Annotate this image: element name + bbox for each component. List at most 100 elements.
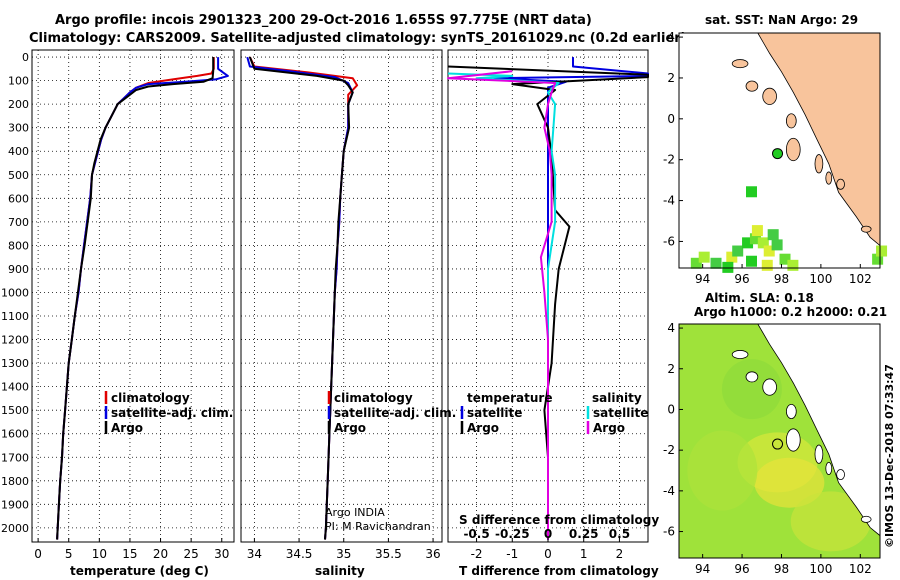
x-tick-label: -1: [506, 547, 518, 561]
x-tick-label: 30: [214, 547, 229, 561]
depth-tick-label: 1800: [1, 475, 29, 488]
temperature-plot-frame: [31, 49, 235, 543]
sst-data-cell: [872, 253, 884, 265]
sst-data-cell: [726, 251, 738, 263]
difference-xlabel: T difference from climatology: [459, 564, 659, 578]
difference-xticks: -2 -1 0 1 2: [471, 538, 624, 561]
sla-map-frame: [678, 323, 881, 559]
x-tick-label: -2: [471, 547, 483, 561]
sst-data-cell: [749, 233, 761, 245]
sal-legend-satellite-label: satellite-adj. clim.: [334, 406, 456, 420]
x-tick-label: 15: [122, 547, 137, 561]
depth-tick-label: 700: [8, 216, 29, 229]
offshore-island: [745, 80, 759, 92]
legend-temperature-title: temperature: [467, 391, 552, 405]
top-x-tick-label: -0.5: [463, 527, 489, 541]
depth-tick-label: 1500: [1, 404, 29, 417]
depth-axis: 0 100 200 300 400 500 600 700 800 900 1000 1100 1200…: [1, 51, 29, 535]
sst-map-panel: sat. SST: NaN Argo: 29 94 96 98 100 102 4 2 0 -2…: [663, 13, 888, 286]
temperature-series: [56, 57, 229, 540]
sla-argo-position-marker: [772, 438, 784, 450]
sst-data-cell: [787, 259, 799, 271]
map-y-tick-label: 4: [667, 321, 675, 335]
difference-top-xlabel: S difference from climatology: [459, 513, 659, 527]
salinity-series: [246, 56, 359, 540]
map-x-tick-label: 94: [695, 562, 710, 576]
depth-tick-label: 300: [8, 122, 29, 135]
depth-tick-label: 1200: [1, 334, 29, 347]
sst-map-cells: [690, 186, 888, 273]
sla-map-ticks: 94 96 98 100 102 4 2 0 -2 -4 -6: [663, 321, 872, 576]
temperature-grid: [32, 50, 234, 542]
map-y-tick-label: -2: [663, 153, 675, 167]
sst-data-cell: [722, 261, 734, 273]
sst-data-cell: [746, 255, 757, 267]
diff-legend-s-argo-label: Argo: [593, 421, 625, 435]
sla-map-panel: Altim. SLA: 0.18 Argo h1000: 0.2 h2000: …: [663, 291, 887, 576]
temperature-xlabel: temperature (deg C): [70, 564, 209, 578]
difference-legend: temperature satellite Argo salinity sate…: [460, 391, 648, 435]
map-x-tick-label: 98: [774, 562, 789, 576]
sst-data-cell: [690, 257, 702, 269]
offshore-island: [814, 154, 824, 174]
depth-tick-label: 500: [8, 169, 29, 182]
difference-series: [447, 57, 649, 540]
salinity-xticks: 34 34.5 35 35.5 36: [247, 538, 441, 561]
offshore-island: [731, 59, 749, 69]
depth-tick-label: 200: [8, 98, 29, 111]
sst-data-cell: [746, 186, 757, 198]
offshore-island: [860, 515, 872, 523]
depth-tick-label: 1300: [1, 357, 29, 370]
offshore-island: [745, 371, 759, 383]
legend-salinity-title: salinity: [592, 391, 642, 405]
x-tick-label: 2: [616, 547, 624, 561]
sst-data-cell: [742, 237, 754, 249]
x-tick-label: 5: [65, 547, 73, 561]
temperature-panel: 0 5 10 15 20 25 30 temperature (deg C) climato…: [31, 49, 235, 578]
sal-legend-argo-label: Argo: [334, 421, 366, 435]
series-line-s-satellite: [447, 72, 560, 540]
offshore-island: [825, 461, 833, 475]
temperature-legend: climatology satellite-adj. clim. Argo: [104, 391, 233, 435]
salinity-annotation-line-2: PI: M Ravichandran: [325, 520, 431, 533]
sst-data-cell: [757, 237, 769, 249]
difference-top-xticks: -0.5 -0.25 0 0.25 0.5: [463, 527, 630, 541]
depth-tick-label: 2000: [1, 522, 29, 535]
sla-anomaly-blob: [790, 491, 871, 552]
map-y-tick-label: 2: [667, 362, 675, 376]
legend-climatology-label: climatology: [111, 391, 190, 405]
map-x-tick-label: 100: [809, 272, 832, 286]
top-x-tick-label: -0.25: [495, 527, 530, 541]
map-y-tick-label: -4: [663, 194, 675, 208]
difference-panel: -2 -1 0 1 2 T difference from climatology S …: [447, 49, 659, 578]
salinity-plot-frame: [240, 49, 443, 543]
sst-data-cell: [876, 245, 888, 257]
sst-map-frame: [678, 32, 881, 269]
map-y-tick-label: 2: [667, 71, 675, 85]
map-x-tick-label: 98: [774, 272, 789, 286]
map-y-tick-label: -2: [663, 443, 675, 457]
map-x-tick-label: 94: [695, 272, 710, 286]
x-tick-label: 0: [544, 547, 552, 561]
offshore-island: [785, 428, 801, 452]
legend-argo-label: Argo: [111, 421, 143, 435]
diff-legend-t-satellite-label: satellite: [467, 406, 522, 420]
credit-text: ©IMOS 13-Dec-2018 07:33:47: [883, 364, 896, 548]
offshore-island: [762, 87, 777, 105]
map-y-tick-label: -4: [663, 484, 675, 498]
sla-map-land: [731, 323, 881, 537]
x-tick-label: 35: [336, 547, 351, 561]
sal-legend-climatology-label: climatology: [334, 391, 413, 405]
map-y-tick-label: 0: [667, 402, 675, 416]
offshore-island: [825, 171, 833, 185]
map-y-tick-label: 4: [667, 30, 675, 44]
series-line-argo: [248, 56, 354, 540]
offshore-island: [785, 113, 797, 129]
x-tick-label: 20: [153, 547, 168, 561]
offshore-island: [731, 350, 749, 359]
x-tick-label: 0: [34, 547, 42, 561]
depth-tick-label: 800: [8, 239, 29, 252]
depth-tick-label: 1700: [1, 451, 29, 464]
sst-data-cell: [761, 259, 773, 271]
